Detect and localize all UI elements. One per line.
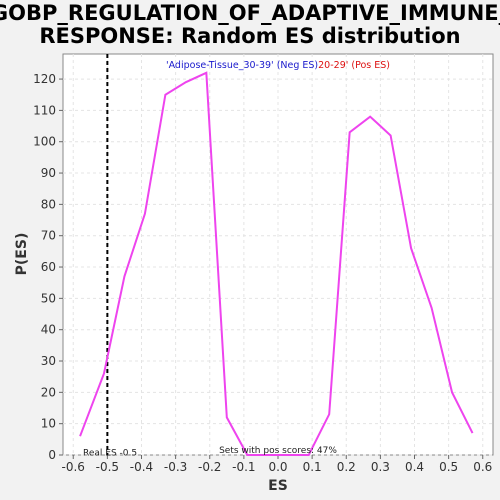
y-tick-label: 40 xyxy=(41,323,56,337)
x-axis-label: ES xyxy=(268,478,288,494)
legend-neg-es: 'Adipose-Tissue_30-39' (Neg ES) xyxy=(166,60,318,71)
real-es-label: Real ES -0.5 xyxy=(83,449,137,459)
y-tick-label: 110 xyxy=(33,103,56,117)
x-tick-label: 0.2 xyxy=(337,460,356,474)
chart-title-line2: RESPONSE: Random ES distribution xyxy=(39,24,460,48)
x-tick-label: 0.5 xyxy=(439,460,458,474)
x-tick-label: 0.6 xyxy=(473,460,492,474)
legend: 'Adipose-Tissue_30-39' (Neg ES)20-29' (P… xyxy=(166,60,390,71)
legend-pos-es: 20-29' (Pos ES) xyxy=(318,60,390,71)
x-tick-label: -0.1 xyxy=(232,460,255,474)
y-tick-label: 90 xyxy=(41,166,56,180)
x-tick-label: 0.0 xyxy=(268,460,287,474)
x-tick-label: 0.4 xyxy=(405,460,424,474)
y-axis-ticks: 0 10 20 30 40 50 60 70 80 90 100 110 120 xyxy=(33,72,63,462)
pos-scores-label: Sets with pos scores: 47% xyxy=(219,446,337,456)
x-tick-label: 0.3 xyxy=(371,460,390,474)
y-tick-label: 60 xyxy=(41,260,56,274)
x-tick-label: -0.2 xyxy=(198,460,221,474)
y-axis-label: P(ES) xyxy=(14,233,30,276)
x-axis-ticks: -0.6 -0.5 -0.4 -0.3 -0.2 -0.1 0.0 0.1 0.2 0.3 0.4 0… xyxy=(62,455,492,474)
y-tick-label: 30 xyxy=(41,354,56,368)
y-tick-label: 120 xyxy=(33,72,56,86)
y-tick-label: 20 xyxy=(41,385,56,399)
y-tick-label: 100 xyxy=(33,135,56,149)
x-tick-label: -0.3 xyxy=(164,460,187,474)
y-tick-label: 0 xyxy=(48,448,56,462)
x-tick-label: -0.4 xyxy=(130,460,153,474)
y-tick-label: 50 xyxy=(41,291,56,305)
y-tick-label: 80 xyxy=(41,197,56,211)
chart-title-line1: GOBP_REGULATION_OF_ADAPTIVE_IMMUNE_ xyxy=(0,1,500,25)
y-tick-label: 10 xyxy=(41,417,56,431)
series-line xyxy=(79,71,474,456)
x-tick-label: -0.6 xyxy=(62,460,85,474)
y-tick-label: 70 xyxy=(41,229,56,243)
x-tick-label: -0.5 xyxy=(96,460,119,474)
x-tick-label: 0.1 xyxy=(303,460,322,474)
